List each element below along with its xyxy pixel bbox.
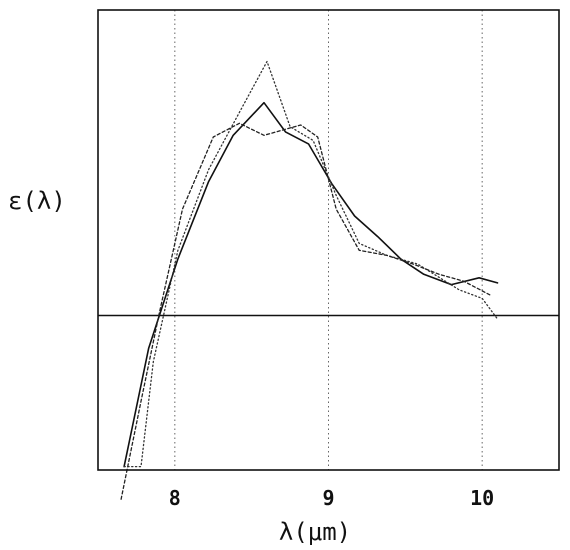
plot-frame: [97, 9, 560, 471]
x-tick-label: 9: [322, 486, 334, 510]
y-axis-title: ε(λ): [8, 187, 66, 215]
grid-lines: [174, 10, 483, 470]
x-tick-label: 10: [470, 486, 494, 510]
x-tick-labels: 8 9 10: [169, 486, 494, 510]
series-lines: [120, 60, 499, 500]
x-tick-label: 8: [169, 486, 181, 510]
series-line-solid: [123, 101, 499, 468]
series-line-dotted: [123, 60, 499, 468]
series-line-dashed: [120, 122, 491, 500]
x-axis-title: λ(μm): [279, 518, 351, 546]
